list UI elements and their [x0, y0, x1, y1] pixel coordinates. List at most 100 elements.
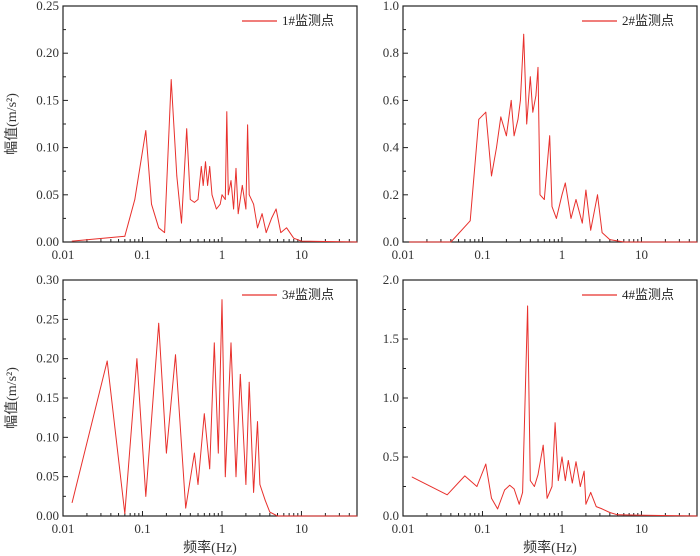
- y-tick-label: 0.05: [36, 469, 59, 484]
- data-point: [197, 199, 199, 200]
- data-point: [518, 503, 520, 505]
- data-point: [158, 322, 160, 324]
- data-point: [575, 461, 577, 463]
- x-axis-label: 频率(Hz): [523, 539, 577, 556]
- data-point: [219, 203, 221, 205]
- x-tick-label: 0.1: [474, 247, 490, 262]
- y-tick-label: 0.25: [36, 311, 59, 326]
- x-tick-label: 0.01: [52, 521, 75, 536]
- data-point: [203, 413, 205, 415]
- data-point: [235, 167, 237, 169]
- data-point: [564, 182, 566, 184]
- x-tick-label: 1: [559, 247, 566, 262]
- y-tick-label: 0.4: [383, 140, 400, 155]
- data-point: [575, 199, 577, 200]
- data-point: [181, 222, 182, 224]
- data-point: [543, 199, 545, 200]
- data-point: [491, 497, 492, 499]
- data-point: [245, 208, 247, 210]
- data-point: [551, 486, 553, 487]
- data-point: [253, 492, 254, 493]
- data-point: [513, 135, 515, 137]
- y-tick-label: 1.0: [383, 0, 399, 13]
- data-point: [476, 486, 478, 487]
- data-point: [213, 342, 215, 344]
- data-point: [239, 374, 241, 375]
- data-point: [151, 203, 152, 205]
- data-point: [527, 305, 529, 307]
- data-point: [513, 488, 515, 490]
- subplot-1: 0.01 0.1 1 10 0.00 0.05 0.10 0.15 0.20 0.25 幅值(m/s…: [4, 0, 358, 262]
- data-point: [583, 470, 585, 472]
- data-point: [485, 111, 487, 113]
- plot-frame: [402, 279, 698, 517]
- y-axis-label: 幅值(m/s²): [4, 93, 20, 155]
- data-point: [509, 484, 511, 486]
- data-point: [526, 123, 528, 125]
- data-point: [601, 232, 603, 233]
- data-point: [124, 513, 126, 515]
- data-point: [557, 480, 559, 481]
- data-point: [269, 511, 271, 513]
- data-point: [202, 184, 204, 186]
- y-tick-label: 0.5: [383, 449, 399, 464]
- data-point: [275, 208, 277, 210]
- plot-frame: [62, 279, 358, 517]
- data-point: [264, 499, 266, 501]
- y-tick-label: 0.05: [36, 187, 59, 202]
- data-point: [271, 218, 272, 219]
- data-point: [230, 180, 232, 182]
- data-point: [510, 100, 512, 101]
- data-point: [245, 484, 247, 485]
- data-point: [491, 175, 492, 177]
- x-tick-label: 10: [635, 521, 648, 536]
- data-point: [235, 476, 237, 478]
- data-point: [696, 241, 698, 243]
- y-tick-label: 0.0: [383, 508, 399, 523]
- data-point: [542, 444, 544, 446]
- data-point: [609, 239, 611, 241]
- subplot-4: 0.01 0.1 1 10 0.0 0.5 1.0 1.5 2.0 频率(Hz) 4#监测点: [383, 272, 698, 556]
- data-point: [247, 124, 248, 126]
- data-point: [450, 241, 452, 243]
- data-point: [200, 166, 202, 167]
- data-point: [205, 161, 206, 163]
- data-point: [224, 199, 226, 200]
- data-point: [601, 508, 603, 510]
- y-tick-label: 0.10: [36, 429, 59, 444]
- data-point: [696, 515, 698, 517]
- data-point: [469, 220, 471, 222]
- data-point: [523, 33, 525, 35]
- data-point: [237, 213, 239, 215]
- plot-frame: [62, 5, 358, 243]
- data-point: [520, 100, 521, 101]
- data-point: [207, 184, 209, 186]
- y-tick-label: 0.20: [36, 351, 59, 366]
- y-tick-label: 0.15: [36, 92, 59, 107]
- data-point: [517, 118, 519, 120]
- data-point: [590, 492, 592, 493]
- data-point: [185, 507, 187, 509]
- x-axis-label: 频率(Hz): [183, 539, 237, 556]
- data-point: [134, 199, 136, 200]
- data-point: [485, 463, 487, 465]
- y-tick-label: 0.8: [383, 45, 399, 60]
- y-tick-label: 0.25: [36, 0, 59, 13]
- data-point: [617, 514, 618, 516]
- data-point: [158, 227, 160, 229]
- data-point: [464, 475, 466, 477]
- data-point: [590, 229, 592, 231]
- data-point: [145, 495, 147, 497]
- data-point: [257, 227, 258, 229]
- y-tick-label: 0.30: [36, 272, 59, 287]
- data-point: [257, 421, 258, 422]
- data-point: [551, 206, 553, 208]
- data-point: [248, 381, 250, 383]
- data-point: [411, 476, 413, 478]
- data-point: [224, 476, 226, 478]
- data-point: [253, 203, 254, 205]
- x-tick-label: 10: [295, 247, 308, 262]
- data-point: [170, 79, 172, 81]
- x-tick-label: 0.1: [134, 247, 150, 262]
- data-point: [226, 111, 228, 113]
